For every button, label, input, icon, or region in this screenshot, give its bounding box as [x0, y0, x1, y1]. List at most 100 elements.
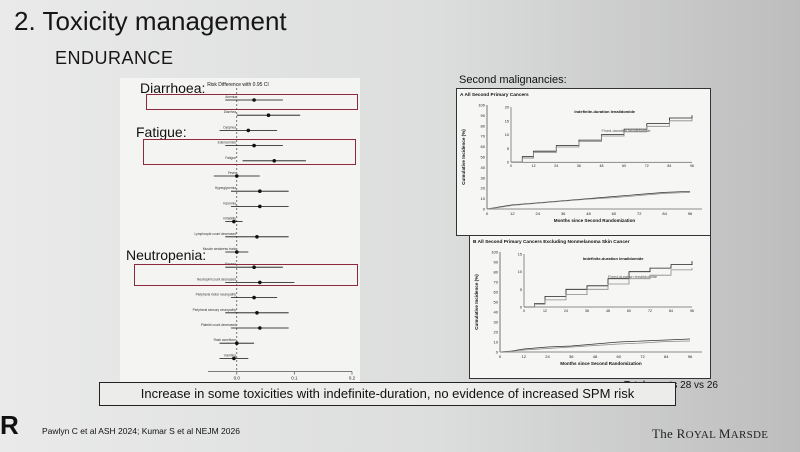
- spm-panel-a: A All Second Primary Cancers 100 90 80 70 60 5…: [456, 88, 711, 236]
- forest-point: [258, 189, 262, 193]
- callout-diarrhoea: Diarrhoea:: [140, 80, 206, 96]
- forest-row-label: Peripheral motor neuropathy: [196, 293, 237, 297]
- forest-point: [252, 98, 256, 102]
- spm-main-fixed-line: [499, 340, 691, 353]
- forest-row-label: Diarrhea: [224, 110, 236, 114]
- spm-main-indef-line: [499, 338, 691, 353]
- spm-y-label: Cumulative Incidence (%): [461, 129, 466, 185]
- forest-row-label: Neutrophil count decreased: [197, 277, 236, 281]
- spm-heading: Second malignancies:: [459, 74, 567, 86]
- forest-row-label: Muscle weakness trunk: [203, 247, 237, 251]
- slide-subtitle: ENDURANCE: [55, 48, 174, 68]
- forest-point: [235, 174, 239, 178]
- brand-oyal: OYAL: [685, 429, 719, 441]
- forest-point: [266, 113, 271, 117]
- spm-panel-title: A All Second Primary Cancers: [460, 92, 529, 98]
- forest-row-label: Peripheral sensory neuropathy: [193, 308, 237, 312]
- spm-inset-y-tick: 10: [518, 270, 522, 274]
- spm-x-tick: 0: [499, 354, 502, 359]
- forest-point: [255, 311, 259, 315]
- spm-inset-x-tick: 60: [622, 164, 626, 168]
- spm-y-tick: 80: [494, 270, 499, 275]
- forest-tick-label: 0.1: [291, 376, 298, 381]
- spm-inset-x-tick: 96: [690, 164, 694, 168]
- forest-row-label: Rash acneiform: [214, 338, 237, 342]
- slide-title: 2. Toxicity management: [14, 6, 287, 36]
- spm-inset-x-tick: 60: [627, 309, 631, 313]
- spm-inset-y-tick: 10: [505, 133, 509, 137]
- spm-main-fixed-line: [486, 192, 691, 210]
- spm-inset-y-tick: 0: [520, 306, 522, 310]
- spm-x-tick: 60: [612, 211, 617, 216]
- references: Pawlyn C et al ASH 2024; Kumar S et al N…: [42, 426, 240, 436]
- spm-y-tick: 0: [496, 350, 499, 355]
- spm-x-tick: 48: [593, 354, 598, 359]
- forest-point: [258, 280, 262, 285]
- spm-chart-b: B All Second Primary Cancers Excluding N…: [473, 239, 702, 366]
- spm-inset-x-tick: 0: [523, 309, 525, 313]
- spm-x-label: Months since Second Randomization: [554, 218, 636, 223]
- spm-y-tick: 40: [481, 165, 486, 170]
- spm-panel-b: B All Second Primary Cancers Excluding N…: [469, 235, 711, 379]
- forest-row-label: Insomnia: [223, 201, 236, 205]
- spm-y-tick: 70: [494, 280, 499, 285]
- spm-y-tick: 20: [494, 330, 499, 335]
- forest-point: [252, 295, 256, 300]
- spm-y-tick: 100: [478, 103, 485, 108]
- spm-y-tick: 30: [481, 175, 486, 180]
- spm-y-tick: 30: [494, 320, 499, 325]
- spm-y-tick: 70: [481, 134, 486, 139]
- spm-inset-x-tick: 96: [690, 309, 694, 313]
- spm-y-label: Cumulative Incidence (%): [474, 274, 479, 330]
- forest-header: Risk Difference with 0.95 CI: [207, 82, 269, 88]
- spm-x-tick: 48: [586, 211, 591, 216]
- spm-inset-fixed-line: [524, 268, 693, 308]
- forest-row-label: Fever: [228, 171, 237, 175]
- forest-point: [235, 341, 239, 346]
- spm-y-tick: 40: [494, 310, 499, 315]
- spm-inset-x-tick: 84: [669, 309, 673, 313]
- spm-inset-x-tick: 0: [510, 164, 512, 168]
- brand-m: M: [718, 426, 731, 441]
- forest-point: [235, 250, 239, 254]
- spm-inset-y-tick: 20: [505, 106, 509, 110]
- spm-x-tick: 24: [536, 211, 541, 216]
- spm-inset-y-tick: 15: [505, 119, 509, 123]
- spm-y-tick: 100: [491, 250, 498, 255]
- forest-point: [258, 326, 262, 330]
- forest-point: [258, 204, 262, 209]
- spm-chart-a: A All Second Primary Cancers100908070605…: [460, 92, 702, 223]
- forest-row-label: Irritability: [223, 217, 236, 221]
- brand-arsde: ARSDE: [730, 429, 769, 441]
- spm-y-tick: 90: [481, 113, 486, 118]
- spm-series-fixed-label: Fixed-duration lenalidomide: [602, 128, 652, 133]
- spm-inset-x-tick: 72: [648, 309, 652, 313]
- spm-main-indef-line: [486, 190, 691, 210]
- forest-row-label: Hyperglycemia: [215, 186, 236, 190]
- spm-x-tick: 84: [662, 211, 667, 216]
- spm-x-tick: 96: [688, 211, 693, 216]
- spm-x-tick: 36: [569, 354, 574, 359]
- forest-point: [255, 235, 259, 239]
- forest-row-label: Fatigue: [225, 156, 236, 160]
- spm-inset-x-tick: 24: [564, 309, 568, 313]
- spm-y-tick: 50: [494, 300, 499, 305]
- spm-y-tick: 80: [481, 123, 486, 128]
- spm-inset-x-tick: 84: [667, 164, 671, 168]
- highlight-fatigue-box: [143, 139, 356, 165]
- forest-point: [252, 265, 256, 269]
- forest-point: [246, 128, 251, 133]
- spm-y-tick: 10: [494, 340, 499, 345]
- forest-point: [252, 143, 256, 148]
- spm-x-tick: 36: [561, 211, 566, 216]
- spm-inset-x-tick: 72: [645, 164, 649, 168]
- forest-tick-label: 0.2: [349, 376, 356, 381]
- spm-y-tick: 90: [494, 260, 499, 265]
- forest-row-label: Dyspnea: [223, 125, 236, 129]
- spm-inset-x-tick: 36: [577, 164, 581, 168]
- spm-inset-x-tick: 24: [554, 164, 558, 168]
- spm-series-fixed-label: Fixed-duration lenalidomide: [608, 274, 658, 279]
- brand-r: R: [676, 426, 686, 441]
- spm-inset-fixed-line: [511, 118, 693, 163]
